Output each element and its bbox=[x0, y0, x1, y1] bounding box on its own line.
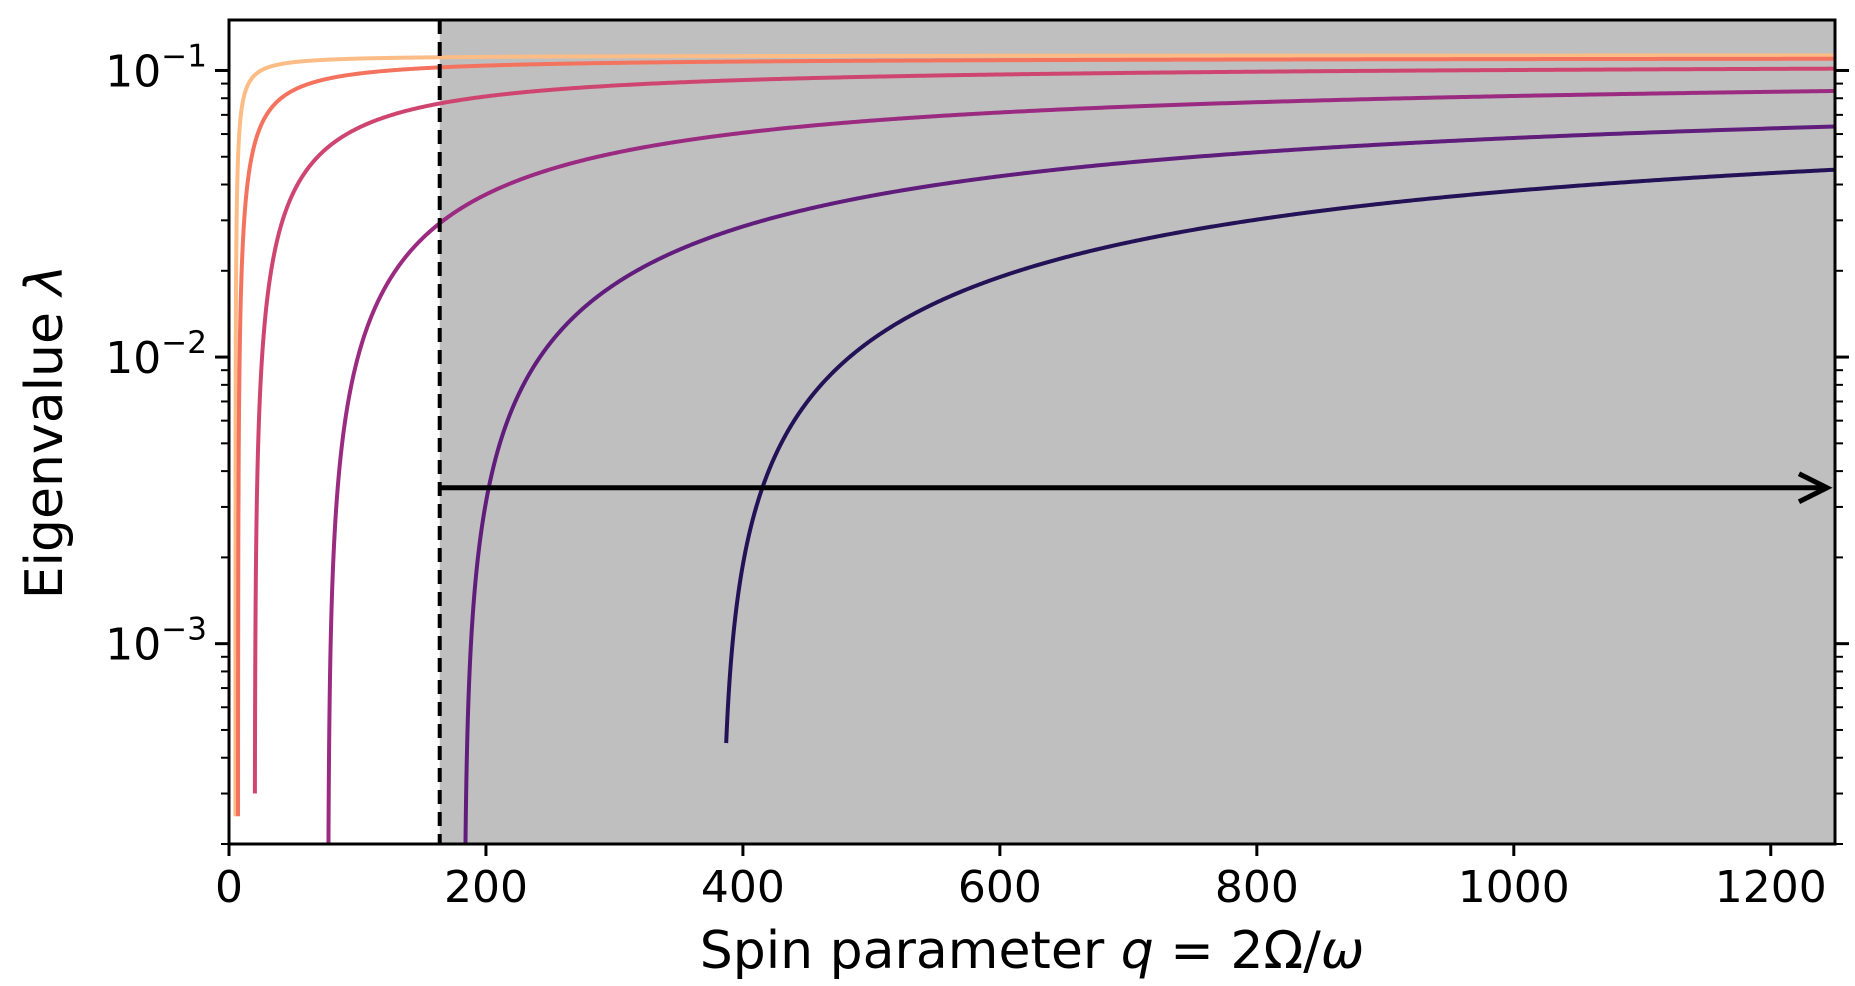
y-tick-label: 10−1 bbox=[105, 38, 207, 97]
x-tick-label: 1200 bbox=[1715, 862, 1827, 913]
series-line-3 bbox=[252, 66, 1835, 795]
arrow bbox=[439, 471, 1833, 504]
series-line-2 bbox=[236, 56, 1835, 817]
x-tick-label: 400 bbox=[701, 862, 785, 913]
series-line-6 bbox=[724, 167, 1835, 746]
shaded-region bbox=[439, 20, 1835, 844]
series-line-1 bbox=[233, 53, 1835, 817]
y-tick-label: 10−2 bbox=[105, 325, 207, 384]
y-axis: 10−3 10−2 10−1 bbox=[105, 38, 1849, 845]
arrow-head bbox=[1797, 471, 1833, 504]
y-axis-label: Eigenvalue λ bbox=[15, 265, 75, 600]
x-axis-label: Spin parameter q = 2Ω/ω bbox=[700, 921, 1365, 981]
x-tick-label: 800 bbox=[1215, 862, 1299, 913]
plot-frame bbox=[227, 18, 1837, 846]
x-tick-label: 200 bbox=[444, 862, 528, 913]
series-line-4 bbox=[326, 88, 1835, 844]
series-line-5 bbox=[463, 124, 1835, 844]
y-tick-label: 10−3 bbox=[105, 612, 207, 671]
x-tick-label: 1000 bbox=[1458, 862, 1570, 913]
x-tick-label: 600 bbox=[958, 862, 1042, 913]
series-layer bbox=[233, 53, 1835, 844]
x-axis: 0 200 400 600 800 1000 1200 bbox=[215, 844, 1827, 913]
x-tick-label: 0 bbox=[215, 862, 243, 913]
